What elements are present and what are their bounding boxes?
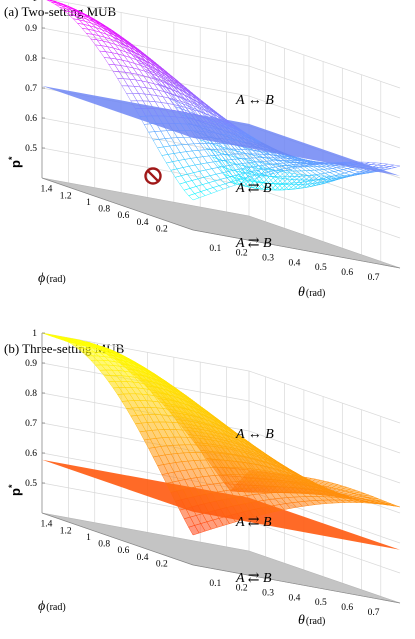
floor-plane xyxy=(41,512,401,604)
y-tick-label: 0.4 xyxy=(137,218,149,228)
x-axis-label: θ(rad) xyxy=(298,613,325,628)
z-tick-label: 0.9 xyxy=(25,359,37,369)
panel-two-setting: (a) Two-setting MUB 0.5 0.6 0.7 0.8 0.9 1 0.2 0… xyxy=(4,0,401,300)
z-tick-label: 0.7 xyxy=(25,84,37,94)
y-tick-label: 1 xyxy=(86,533,91,543)
z-axis-label: p* xyxy=(7,156,23,168)
y-tick-label: 0.8 xyxy=(98,205,110,215)
y-axis-label: ϕ(rad) xyxy=(38,271,66,286)
panel-three-setting: (b) Three-setting MUB 0.50.60.70.80.910.… xyxy=(4,329,401,628)
floor-plane xyxy=(41,177,401,269)
x-axis-label: θ(rad) xyxy=(298,285,325,300)
region-label-lower: A ⇄ B xyxy=(235,236,272,251)
x-tick-label: 0.7 xyxy=(368,608,380,618)
marker-ring xyxy=(144,167,162,185)
surface-cell xyxy=(247,137,259,144)
y-tick-label: 1.2 xyxy=(60,191,72,201)
x-tick-label: 0.6 xyxy=(341,603,353,613)
surface-cell xyxy=(233,136,246,143)
x-tick-label: 0.5 xyxy=(315,598,327,608)
y-tick-label: 1 xyxy=(86,198,91,208)
x-tick-label: 0.1 xyxy=(209,579,221,589)
z-tick-label: 0.8 xyxy=(25,389,37,399)
y-tick-label: 0.6 xyxy=(117,546,129,556)
y-axis-line xyxy=(41,177,194,231)
x-axis-line xyxy=(192,229,401,269)
y-axis-label: ϕ(rad) xyxy=(38,599,66,614)
y-tick-label: 1.4 xyxy=(41,520,53,530)
z-axis-label: p* xyxy=(7,484,23,496)
z-tick-label: 0.8 xyxy=(25,54,37,64)
surface-cell xyxy=(250,136,262,143)
y-tick-label: 0.4 xyxy=(137,553,149,563)
x-tick-label: 0.2 xyxy=(236,584,248,594)
y-tick-label: 1.4 xyxy=(41,185,53,195)
y-axis-line xyxy=(41,512,194,566)
x-tick-label: 0.3 xyxy=(262,589,274,599)
region-label-upper: A ↔ B xyxy=(235,427,274,442)
x-tick-label: 0.4 xyxy=(289,258,301,268)
surface-cell xyxy=(389,164,401,168)
x-tick-label: 0.4 xyxy=(289,593,301,603)
y-tick-label: 0.2 xyxy=(156,559,168,569)
z-tick-label: 0.6 xyxy=(25,449,37,459)
y-tick-label: 0.2 xyxy=(156,224,168,234)
region-label-middle: A ⇄ B xyxy=(235,515,272,530)
z-tick-label: 0.6 xyxy=(25,114,37,124)
y-tick-label: 1.2 xyxy=(60,526,72,536)
x-tick-label: 0.1 xyxy=(209,244,221,254)
region-label-lower: A ⇄ B xyxy=(235,571,272,586)
z-tick-label: 0.9 xyxy=(25,24,37,34)
threshold-plane xyxy=(42,85,400,176)
no-entry-marker xyxy=(144,167,162,185)
surface-cell xyxy=(389,504,401,508)
z-tick-label: 0.5 xyxy=(25,144,37,154)
panel-title: (a) Two-setting MUB xyxy=(4,4,117,19)
x-axis-line xyxy=(192,564,401,604)
x-tick-label: 0.6 xyxy=(341,268,353,278)
x-tick-label: 0.5 xyxy=(315,263,327,273)
z-tick-label: 1 xyxy=(32,0,37,4)
surface-cell xyxy=(249,136,260,143)
x-tick-label: 0.7 xyxy=(368,273,380,283)
x-tick-label: 0.3 xyxy=(262,254,274,264)
marker-slash xyxy=(146,169,160,183)
z-tick-label: 1 xyxy=(32,329,37,339)
z-tick-label: 0.7 xyxy=(25,419,37,429)
y-tick-label: 0.6 xyxy=(117,211,129,221)
region-label-middle: A ⇄ B xyxy=(235,181,272,196)
x-tick-label: 0.2 xyxy=(236,249,248,259)
region-label-upper: A ↔ B xyxy=(235,93,274,108)
z-tick-label: 0.5 xyxy=(25,479,37,489)
y-tick-label: 0.8 xyxy=(98,540,110,550)
